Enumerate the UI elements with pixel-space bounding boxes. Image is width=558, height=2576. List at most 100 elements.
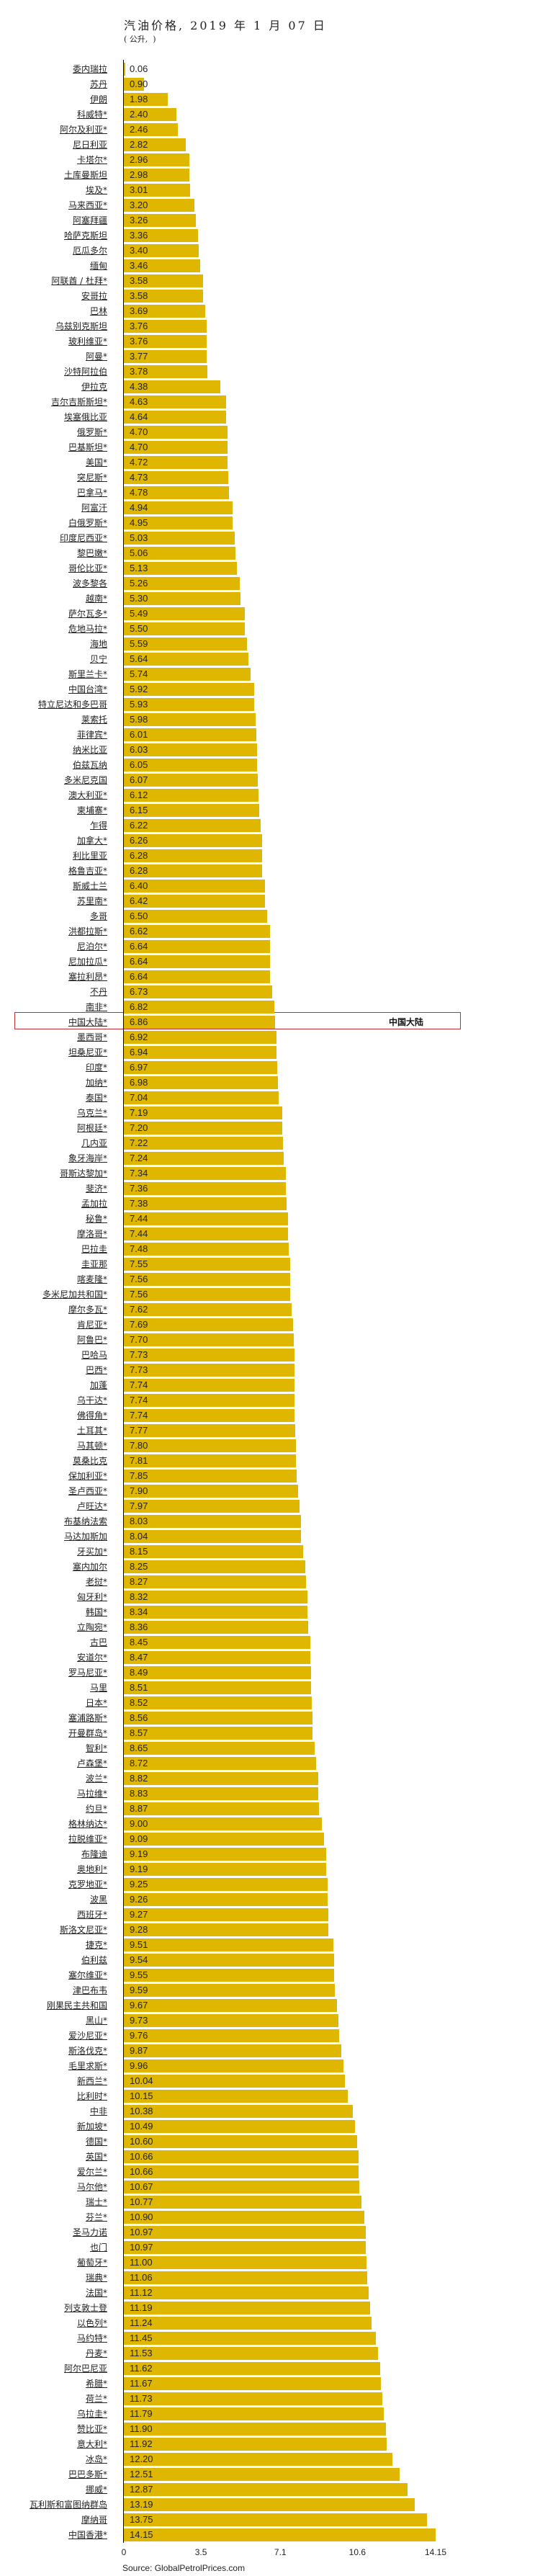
category-label[interactable]: 圭亚那 — [81, 1259, 107, 1269]
category-label[interactable]: 阿尔及利亚* — [59, 125, 107, 135]
category-label[interactable]: 苏丹 — [89, 79, 107, 89]
category-label[interactable]: 泰国* — [85, 1093, 107, 1103]
category-label[interactable]: 沙特阿拉伯 — [63, 367, 107, 377]
category-label[interactable]: 也门 — [89, 2242, 107, 2253]
category-label[interactable]: 智利* — [85, 1743, 107, 1753]
category-label[interactable]: 巴西* — [85, 1365, 107, 1375]
category-label[interactable]: 马约特* — [76, 2333, 107, 2343]
category-label[interactable]: 新加坡* — [76, 2121, 107, 2132]
category-label[interactable]: 阿富汗 — [81, 503, 107, 513]
category-label[interactable]: 哥斯达黎加* — [59, 1168, 107, 1179]
category-label[interactable]: 马尔他* — [76, 2182, 107, 2192]
category-label[interactable]: 罗马尼亚* — [68, 1668, 107, 1678]
category-label[interactable]: 巴巴多斯* — [68, 2469, 107, 2479]
category-label[interactable]: 格鲁吉亚* — [68, 866, 107, 876]
category-label[interactable]: 摩尔多瓦* — [68, 1305, 107, 1315]
category-label[interactable]: 西班牙* — [76, 1910, 107, 1920]
category-label[interactable]: 莫桑比克 — [72, 1456, 107, 1466]
category-label[interactable]: 卡塔尔* — [76, 155, 107, 165]
category-label[interactable]: 莱索托 — [81, 715, 107, 725]
category-label[interactable]: 多米尼克国 — [63, 775, 107, 785]
category-label[interactable]: 斯洛伐克* — [68, 2046, 107, 2056]
category-label[interactable]: 阿联酋 / 杜拜* — [51, 276, 107, 286]
category-label[interactable]: 阿尔巴尼亚 — [63, 2363, 107, 2374]
category-label[interactable]: 芬兰* — [85, 2212, 107, 2222]
category-label[interactable]: 冰岛* — [85, 2454, 107, 2464]
category-label[interactable]: 哈萨克斯坦 — [63, 231, 107, 241]
category-label[interactable]: 突尼斯* — [76, 473, 107, 483]
category-label[interactable]: 日本* — [85, 1698, 107, 1708]
category-label[interactable]: 布隆迪 — [81, 1849, 107, 1859]
category-label[interactable]: 斯洛文尼亚* — [59, 1925, 107, 1935]
category-label[interactable]: 中国台湾* — [68, 684, 107, 694]
category-label[interactable]: 澳大利亚* — [68, 790, 107, 800]
category-label[interactable]: 不丹 — [89, 987, 107, 997]
category-label[interactable]: 坦桑尼亚* — [68, 1047, 107, 1057]
category-label[interactable]: 瑞士* — [85, 2197, 107, 2207]
category-label[interactable]: 伯利兹 — [81, 1955, 107, 1965]
category-label[interactable]: 利比里亚 — [72, 851, 107, 861]
category-label[interactable]: 毛里求斯* — [68, 2061, 107, 2071]
category-label[interactable]: 贝宁 — [89, 654, 107, 664]
category-label[interactable]: 古巴 — [89, 1637, 107, 1647]
category-label[interactable]: 加纳* — [85, 1078, 107, 1088]
category-label[interactable]: 纳米比亚 — [72, 745, 107, 755]
category-label[interactable]: 格林纳达* — [68, 1819, 107, 1829]
category-label[interactable]: 爱尔兰* — [76, 2167, 107, 2177]
category-label[interactable]: 乌干达* — [76, 1395, 107, 1405]
category-label[interactable]: 巴拉圭 — [81, 1244, 107, 1254]
category-label[interactable]: 玻利维亚* — [68, 336, 107, 346]
category-label[interactable]: 比利时* — [76, 2091, 107, 2101]
category-label[interactable]: 圣马力诺 — [72, 2227, 107, 2237]
category-label[interactable]: 巴林 — [89, 306, 107, 316]
category-label[interactable]: 科威特* — [76, 109, 107, 120]
category-label[interactable]: 韩国* — [85, 1607, 107, 1617]
category-label[interactable]: 危地马拉* — [68, 624, 107, 634]
category-label[interactable]: 卢旺达* — [76, 1501, 107, 1511]
category-label[interactable]: 巴拿马* — [76, 488, 107, 498]
category-label[interactable]: 中非 — [89, 2106, 107, 2116]
category-label[interactable]: 马其顿* — [76, 1441, 107, 1451]
category-label[interactable]: 挪威* — [85, 2485, 107, 2495]
category-label[interactable]: 乌兹别克斯坦 — [55, 321, 107, 331]
category-label[interactable]: 圣卢西亚* — [68, 1486, 107, 1496]
category-label[interactable]: 加蓬 — [89, 1380, 107, 1390]
category-label[interactable]: 伊朗 — [89, 94, 107, 104]
category-label[interactable]: 波多黎各 — [72, 578, 107, 589]
category-label[interactable]: 阿根廷* — [76, 1123, 107, 1133]
category-label[interactable]: 多米尼加共和国* — [42, 1289, 107, 1300]
category-label[interactable]: 多哥 — [89, 911, 107, 921]
category-label[interactable]: 克罗地亚* — [68, 1879, 107, 1889]
category-label[interactable]: 爱沙尼亚* — [68, 2031, 107, 2041]
category-label[interactable]: 秘鲁* — [85, 1214, 107, 1224]
category-label[interactable]: 几内亚 — [81, 1138, 107, 1148]
category-label[interactable]: 塞浦路斯* — [68, 1713, 107, 1723]
category-label[interactable]: 塞尔维亚* — [68, 1970, 107, 1980]
category-label[interactable]: 喀麦隆* — [76, 1274, 107, 1284]
category-label[interactable]: 安哥拉 — [81, 291, 107, 301]
category-label[interactable]: 尼日利亚 — [72, 140, 107, 150]
category-label[interactable]: 荷兰* — [85, 2394, 107, 2404]
category-label[interactable]: 印度尼西亚* — [59, 533, 107, 543]
category-label[interactable]: 萨尔瓦多* — [68, 609, 107, 619]
category-label[interactable]: 越南* — [85, 594, 107, 604]
category-label[interactable]: 孟加拉 — [81, 1199, 107, 1209]
category-label[interactable]: 俄罗斯* — [76, 427, 107, 437]
category-label[interactable]: 安道尔* — [76, 1653, 107, 1663]
category-label[interactable]: 柬埔寨* — [76, 805, 107, 815]
category-label[interactable]: 希腊* — [85, 2379, 107, 2389]
category-label[interactable]: 瑞典* — [85, 2273, 107, 2283]
category-label[interactable]: 马里 — [89, 1683, 107, 1693]
category-label[interactable]: 缅甸 — [89, 261, 107, 271]
category-label[interactable]: 黎巴嫩* — [76, 548, 107, 558]
category-label[interactable]: 马达加斯加 — [63, 1531, 107, 1542]
category-label[interactable]: 洪都拉斯* — [68, 926, 107, 936]
category-label[interactable]: 菲律宾* — [76, 730, 107, 740]
category-label[interactable]: 布基纳法索 — [63, 1516, 107, 1526]
category-label[interactable]: 赞比亚* — [76, 2424, 107, 2434]
category-label[interactable]: 奥地利* — [76, 1864, 107, 1874]
category-label[interactable]: 葡萄牙* — [76, 2258, 107, 2268]
category-label[interactable]: 伊拉克 — [81, 382, 107, 392]
category-label[interactable]: 黑山* — [85, 2016, 107, 2026]
category-label[interactable]: 苏里南* — [76, 896, 107, 906]
